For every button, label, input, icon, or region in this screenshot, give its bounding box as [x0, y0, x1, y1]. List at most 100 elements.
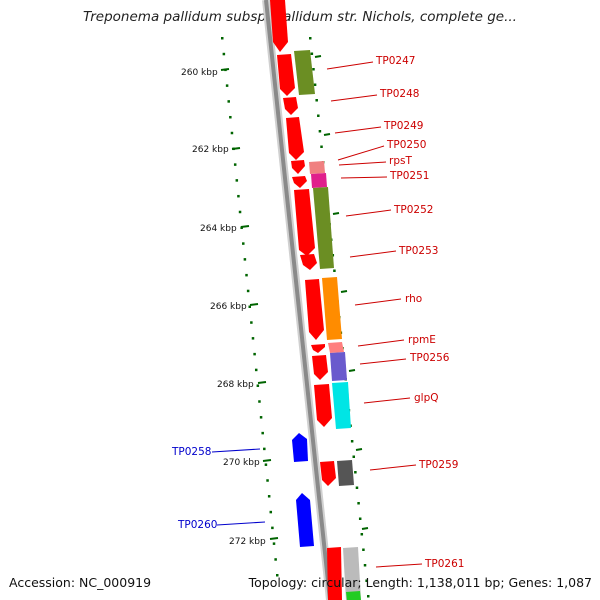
outer-tick	[314, 55, 322, 58]
cog-block	[343, 547, 361, 600]
cog-block	[313, 187, 334, 269]
ruler-dot	[248, 305, 251, 308]
outer-dot	[313, 83, 317, 86]
cog-block	[322, 277, 342, 340]
label-leader	[337, 145, 385, 161]
gene-label-rho[interactable]: rho	[405, 293, 422, 305]
cds-arrow	[292, 176, 307, 188]
label-leader	[363, 397, 411, 404]
backbone-line	[264, 0, 332, 600]
label-leader	[211, 448, 261, 453]
gene-label-tp0248[interactable]: TP0248	[379, 88, 419, 100]
gene-label-tp0256[interactable]: TP0256	[409, 352, 450, 364]
ruler-dot	[245, 273, 248, 277]
outer-dot	[358, 517, 362, 520]
ruler-dot	[266, 479, 269, 482]
cds-arrow	[320, 461, 336, 486]
cds-arrow	[327, 547, 342, 600]
gene-label-tp0249[interactable]: TP0249	[383, 120, 423, 132]
ruler-dot	[267, 495, 271, 498]
ruler-dot	[269, 510, 273, 514]
backbone	[262, 0, 334, 600]
outer-dot	[318, 130, 322, 133]
cog-block	[330, 352, 347, 381]
outer-dot	[309, 37, 312, 40]
gene-label-tp0250[interactable]: TP0250	[386, 139, 426, 151]
outer-dot	[333, 269, 336, 272]
gene-label-tp0261[interactable]: TP0261	[424, 558, 464, 570]
ruler-label: 268 kbp	[217, 380, 254, 390]
gene-label-tp0258[interactable]: TP0258	[171, 446, 211, 458]
gene-label-tp0260[interactable]: TP0260	[177, 519, 217, 531]
ruler-dot	[227, 100, 230, 103]
outer-dot	[315, 99, 318, 102]
ruler-dot	[230, 131, 234, 135]
ruler-dot	[276, 574, 279, 577]
label-leader	[369, 464, 417, 471]
label-leader	[357, 339, 405, 347]
outer-dot	[355, 486, 359, 489]
outer-dot	[354, 471, 357, 474]
cog-block	[337, 460, 354, 486]
outer-tick	[332, 212, 340, 215]
ruler-dot	[272, 542, 276, 545]
cds-arrow	[305, 279, 324, 340]
gene-label-tp0253[interactable]: TP0253	[398, 245, 438, 257]
ruler-dot	[246, 289, 250, 293]
forward-cds-track	[270, 0, 342, 600]
gene-label-glpq[interactable]: glpQ	[414, 392, 439, 404]
ruler-dot	[233, 163, 237, 166]
ruler-dot	[274, 558, 277, 561]
outer-dot	[310, 52, 314, 55]
outer-tick	[340, 290, 348, 293]
outer-dot	[350, 440, 354, 443]
cog-block	[309, 161, 325, 174]
cds-arrow	[277, 54, 295, 96]
label-leader	[340, 176, 388, 179]
outer-dot	[352, 455, 355, 458]
ruler-tick	[240, 225, 250, 228]
reverse-cds-track	[292, 433, 314, 547]
outer-dot	[360, 533, 364, 536]
outer-ticks	[314, 55, 369, 530]
outer-tick	[355, 448, 363, 451]
label-leader	[216, 521, 266, 526]
ruler-label: 270 kbp	[223, 458, 260, 468]
label-leader	[338, 161, 387, 166]
outer-tick	[361, 527, 369, 530]
outer-dot	[363, 564, 367, 567]
cds-arrow	[283, 97, 298, 115]
ruler-dot	[253, 352, 256, 356]
label-leader	[345, 209, 392, 217]
label-leader	[375, 563, 423, 568]
gene-label-tp0251[interactable]: TP0251	[389, 170, 429, 182]
label-leader	[359, 358, 407, 365]
cds-arrow	[312, 355, 328, 380]
ruler-tick	[262, 459, 272, 462]
cds-arrow	[291, 160, 305, 174]
gene-label-tp0252[interactable]: TP0252	[393, 204, 433, 216]
gene-label-tp0247[interactable]: TP0247	[375, 55, 415, 67]
ruler-dot	[254, 368, 258, 372]
cds-arrow	[294, 189, 315, 256]
gene-label-rpst[interactable]: rpsT	[389, 155, 412, 167]
label-leader	[334, 126, 382, 134]
ruler-label: 266 kbp	[210, 302, 247, 312]
gene-label-tp0259[interactable]: TP0259	[418, 459, 458, 471]
gene-label-rpme[interactable]: rpmE	[408, 334, 436, 346]
outer-dot	[357, 502, 360, 505]
genome-summary-text: Topology: circular; Length: 1,138,011 bp…	[248, 575, 592, 590]
ruler-dot	[237, 194, 240, 198]
ruler-dot	[261, 431, 264, 435]
cds-arrow	[296, 493, 314, 547]
ruler-tick	[269, 537, 279, 540]
ruler-dot	[229, 115, 232, 119]
outer-dot	[365, 579, 368, 582]
cog-block	[346, 591, 361, 600]
label-leader	[330, 94, 378, 102]
accession-text: Accession: NC_000919	[9, 575, 152, 590]
ruler-dot	[250, 321, 253, 324]
ruler-label: 262 kbp	[192, 145, 229, 155]
cds-arrow	[286, 117, 304, 160]
